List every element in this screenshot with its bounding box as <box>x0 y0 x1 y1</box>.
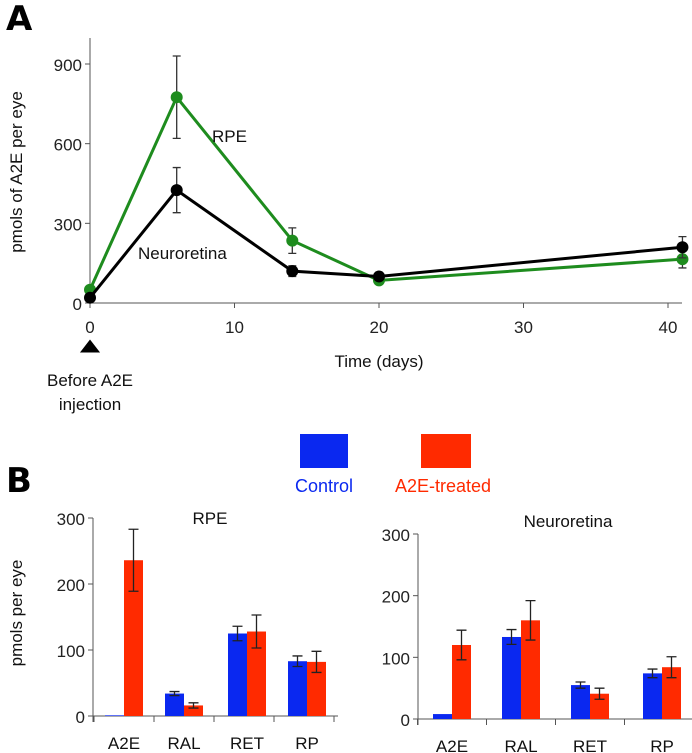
bar-a2e-treated <box>247 631 266 716</box>
category-label: RAL <box>504 737 537 753</box>
category-label: A2E <box>436 737 468 753</box>
data-point <box>170 184 183 197</box>
bar-chart-neuroretina: 0 100 200 300 Neuroretina A2E RAL RET RP <box>382 512 692 753</box>
chart-title: Neuroretina <box>524 512 613 531</box>
y-axis-label: pmols of A2E per eye <box>7 91 26 253</box>
panel-label-a: A <box>6 0 33 39</box>
error-bar <box>251 614 262 649</box>
legend-label-control: Control <box>295 476 353 496</box>
bar-a2e-treated <box>307 661 326 716</box>
line-chart: 0 300 600 900 0 10 20 30 40 Time (days) pmols of A… <box>7 38 689 414</box>
data-point <box>286 265 299 278</box>
y-tick-label: 100 <box>57 642 85 661</box>
bar-a2e-treated <box>662 667 681 719</box>
x-tick-label: 40 <box>659 318 678 337</box>
error-bar <box>232 625 243 642</box>
category-label: RET <box>230 734 264 753</box>
bar-a2e-treated <box>184 705 203 716</box>
error-bar <box>311 650 322 674</box>
x-axis-label: Time (days) <box>334 352 423 371</box>
y-tick-label: 100 <box>382 649 410 668</box>
error-bar <box>594 687 605 700</box>
data-point <box>170 91 183 104</box>
y-tick-label: 0 <box>401 711 410 730</box>
y-tick-label: 600 <box>54 136 82 155</box>
error-bar <box>292 655 303 668</box>
bar-control <box>105 715 124 716</box>
arrow-up-icon <box>79 339 101 353</box>
y-tick-label: 200 <box>57 576 85 595</box>
error-bar <box>647 668 658 679</box>
bar-control <box>643 673 662 719</box>
error-bar <box>188 702 199 709</box>
error-bar <box>666 656 677 679</box>
error-bar <box>575 681 586 689</box>
data-point <box>676 241 689 254</box>
x-tick-label: 10 <box>225 318 244 337</box>
error-bar <box>128 528 139 592</box>
bar-control <box>433 714 452 719</box>
chart-title: RPE <box>193 509 228 528</box>
bar-chart-rpe: 0 100 200 300 RPE pmols per eye A2E RAL RET RP <box>7 509 338 753</box>
y-tick-label: 0 <box>73 295 82 314</box>
error-bar <box>506 628 517 646</box>
legend: Control A2E-treated <box>295 434 491 496</box>
legend-label-treated: A2E-treated <box>395 476 491 496</box>
data-point <box>84 291 96 304</box>
category-label: RP <box>295 734 319 753</box>
bar-control <box>288 661 307 716</box>
bar-control <box>228 633 247 716</box>
y-tick-label: 200 <box>382 588 410 607</box>
category-label: RAL <box>167 734 200 753</box>
data-point <box>373 270 385 283</box>
category-label: RP <box>650 737 674 753</box>
bar-a2e-treated <box>124 560 143 716</box>
y-tick-label: 0 <box>76 708 85 727</box>
series-label-neuroretina: Neuroretina <box>138 244 227 263</box>
data-point <box>676 253 689 266</box>
panel-label-b: B <box>6 461 32 501</box>
bar-control <box>502 636 521 719</box>
x-tick-label: 0 <box>85 318 94 337</box>
bar-control <box>571 685 590 719</box>
legend-swatch-treated <box>421 434 471 468</box>
bar-a2e-treated <box>452 645 471 719</box>
error-bar <box>169 690 180 697</box>
x-tick-label: 30 <box>514 318 533 337</box>
bar-a2e-treated <box>590 693 609 719</box>
error-bar <box>525 599 536 641</box>
legend-swatch-control <box>300 434 348 468</box>
annotation: Before A2E injection <box>47 371 133 414</box>
category-label: RET <box>573 737 607 753</box>
data-point <box>286 234 299 247</box>
x-tick-label: 20 <box>370 318 389 337</box>
y-tick-label: 900 <box>54 56 82 75</box>
series-label-rpe: RPE <box>212 127 247 146</box>
bar-control <box>165 693 184 716</box>
error-bar <box>456 629 467 661</box>
y-tick-label: 300 <box>57 510 85 529</box>
category-label: A2E <box>108 734 140 753</box>
y-tick-label: 300 <box>54 215 82 234</box>
y-axis-label: pmols per eye <box>7 560 26 667</box>
bar-a2e-treated <box>521 620 540 719</box>
y-tick-label: 300 <box>382 526 410 545</box>
